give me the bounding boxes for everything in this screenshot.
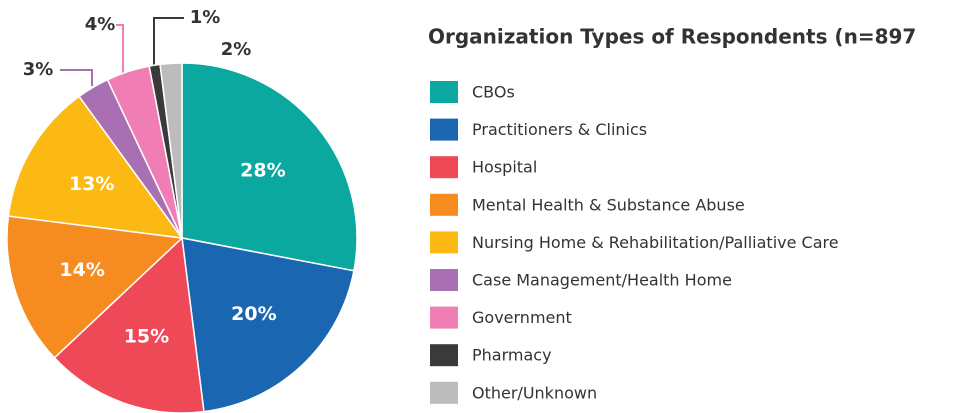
leader-line [153,17,184,70]
legend-swatch [430,269,458,291]
legend-swatch [430,231,458,254]
pie-slice [181,62,358,272]
legend-swatch [430,81,458,103]
data-label: 15% [124,325,169,347]
legend-label: CBOs [472,83,515,102]
legend-swatch [430,306,458,329]
legend-swatch [430,118,458,141]
legend-swatch [430,193,458,216]
legend-swatch [430,344,458,367]
legend-label: Other/Unknown [472,383,597,402]
data-label: 28% [240,160,285,182]
leader-line [116,24,124,76]
legend-label: Hospital [472,158,537,177]
chart-title: Organization Types of Respondents (n=897 [428,25,916,49]
legend-label: Pharmacy [472,346,552,365]
data-label: 13% [69,173,114,195]
legend-label: Nursing Home & Rehabilitation/Palliative… [472,233,839,252]
data-label: 3% [23,59,54,80]
pie-slice [181,237,355,413]
data-label: 2% [221,39,252,60]
legend-label: Case Management/Health Home [472,271,732,290]
pie-slice [159,62,183,239]
data-label: 20% [231,303,276,325]
data-label: 4% [85,14,116,35]
legend-swatch [430,156,458,179]
data-label: 1% [190,7,221,28]
legend-swatch [430,381,458,404]
legend-label: Government [472,308,572,327]
pie-slice [7,95,184,239]
legend-label: Practitioners & Clinics [472,120,647,139]
legend-label: Mental Health & Substance Abuse [472,195,745,214]
leader-line [60,69,93,86]
pie-slice [6,215,184,359]
data-label: 14% [59,259,104,281]
